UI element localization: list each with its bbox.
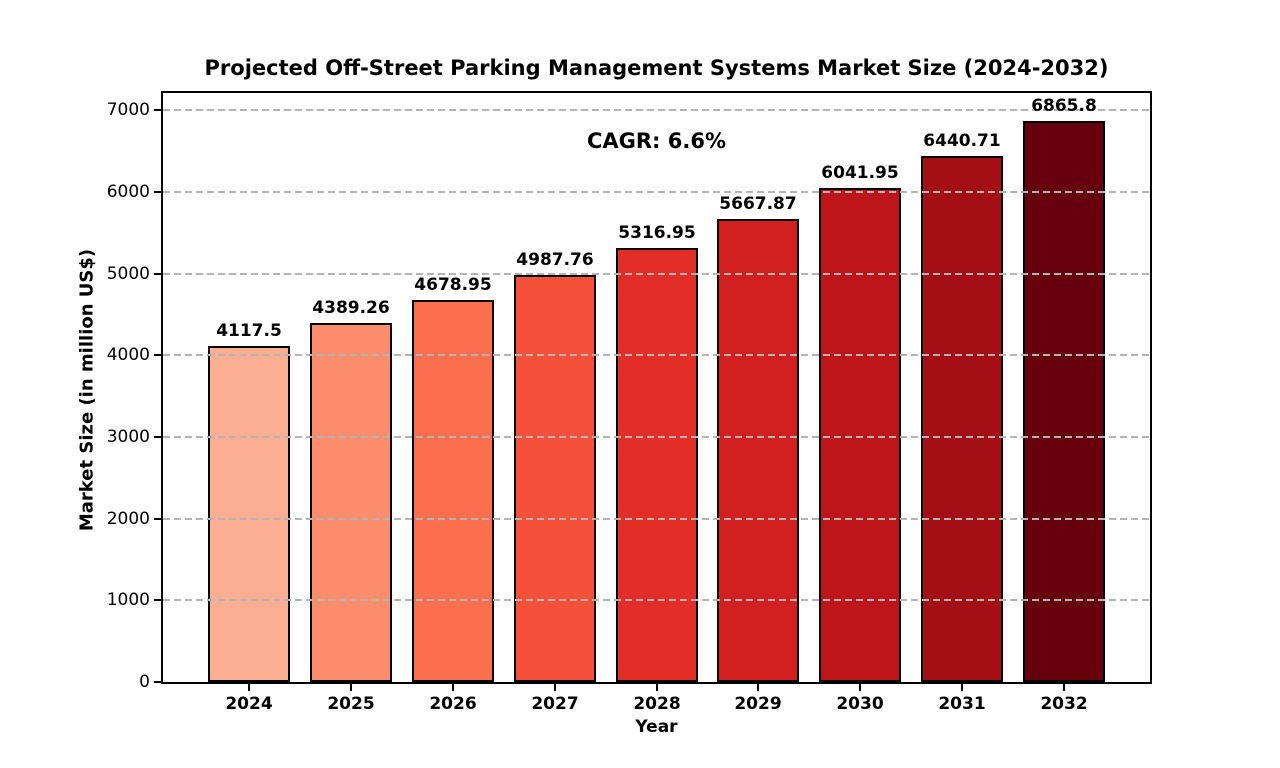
y-axis-label: Market Size (in million US$) [76, 248, 98, 532]
bar-value-label: 6440.71 [923, 131, 1001, 151]
y-tick-mark [154, 354, 161, 356]
gridline [163, 517, 1150, 520]
x-tick-label: 2024 [225, 694, 273, 714]
bar-value-label: 4987.76 [516, 250, 594, 270]
x-axis-label: Year [635, 717, 678, 737]
bar-value-label: 6041.95 [821, 163, 899, 183]
bar-value-label: 6865.8 [1031, 96, 1097, 116]
gridline [163, 599, 1150, 602]
x-tick-label: 2025 [327, 694, 375, 714]
bar-2025 [310, 323, 392, 682]
x-tick-mark [656, 684, 658, 691]
gridline [163, 109, 1150, 112]
bar-2026 [412, 300, 494, 682]
y-tick-mark [154, 191, 161, 193]
y-tick-label: 4000 [106, 345, 150, 365]
bar-2024 [208, 346, 290, 682]
bar-value-label: 5667.87 [719, 194, 797, 214]
x-tick-mark [1063, 684, 1065, 691]
bar-2029 [717, 219, 799, 682]
chart-title: Projected Off-Street Parking Management … [204, 56, 1109, 80]
x-tick-mark [859, 684, 861, 691]
y-tick-label: 7000 [106, 100, 150, 120]
bar-2028 [616, 248, 698, 682]
x-tick-mark [961, 684, 963, 691]
x-tick-label: 2029 [734, 694, 782, 714]
x-tick-label: 2027 [531, 694, 579, 714]
y-tick-label: 2000 [106, 509, 150, 529]
y-tick-label: 5000 [106, 264, 150, 284]
y-tick-label: 6000 [106, 182, 150, 202]
bar-value-label: 5316.95 [618, 223, 696, 243]
x-tick-mark [248, 684, 250, 691]
bar-value-label: 4678.95 [414, 275, 492, 295]
bar-value-label: 4117.5 [216, 321, 282, 341]
x-tick-label: 2026 [429, 694, 477, 714]
y-tick-label: 0 [139, 672, 150, 692]
x-tick-label: 2030 [836, 694, 884, 714]
y-tick-mark [154, 436, 161, 438]
gridline [163, 272, 1150, 275]
bar-2031 [921, 156, 1003, 682]
y-tick-mark [154, 273, 161, 275]
x-tick-label: 2028 [633, 694, 681, 714]
x-tick-label: 2031 [938, 694, 986, 714]
gridline [163, 354, 1150, 357]
gridline [163, 435, 1150, 438]
y-tick-mark [154, 109, 161, 111]
cagr-annotation: CAGR: 6.6% [586, 129, 727, 153]
bar-2032 [1023, 121, 1105, 682]
y-tick-mark [154, 599, 161, 601]
y-tick-label: 1000 [106, 590, 150, 610]
x-tick-mark [554, 684, 556, 691]
bar-2027 [514, 275, 596, 682]
plot-area: 4117.5 4389.26 4678.95 4987.76 5316.95 5667.8… [161, 91, 1152, 684]
bar-value-label: 4389.26 [312, 298, 390, 318]
x-tick-label: 2032 [1040, 694, 1088, 714]
x-tick-mark [452, 684, 454, 691]
y-tick-mark [154, 518, 161, 520]
x-tick-mark [757, 684, 759, 691]
y-tick-mark [154, 681, 161, 683]
y-tick-label: 3000 [106, 427, 150, 447]
x-tick-mark [350, 684, 352, 691]
gridline [163, 190, 1150, 193]
